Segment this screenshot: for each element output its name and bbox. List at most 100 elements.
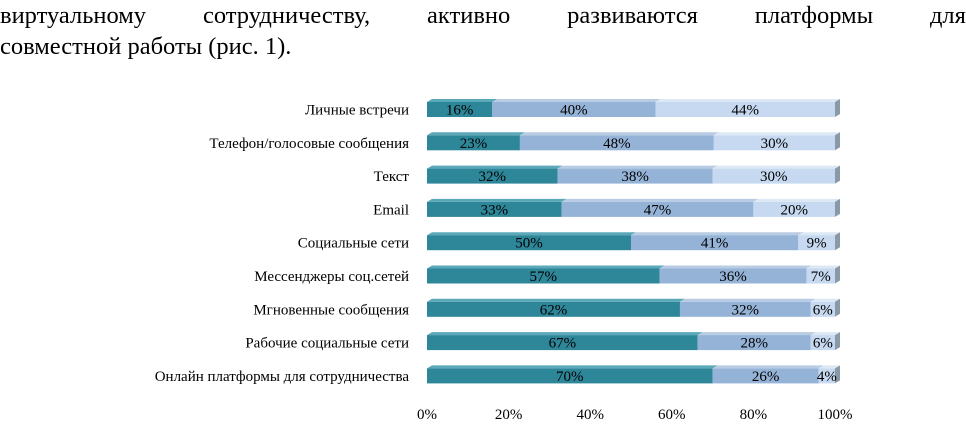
bar-segment (679, 301, 811, 317)
bar-segment-top (427, 132, 525, 136)
data-label: 28% (740, 336, 768, 352)
bar-segment (427, 335, 698, 351)
bar-segment (631, 235, 799, 251)
bar-segment (697, 335, 811, 351)
bar-segment (519, 135, 714, 151)
data-label: 50% (515, 236, 543, 252)
paragraph-line-1: виртуальному сотрудничеству, активно раз… (0, 0, 966, 31)
data-label: 7% (811, 269, 831, 285)
body-paragraph: виртуальному сотрудничеству, активно раз… (0, 0, 966, 62)
bar-segment (561, 201, 754, 217)
data-label: 36% (719, 269, 747, 285)
paragraph-line-2: совместной работы (рис. 1). (0, 33, 292, 60)
category-label: Мессенджеры соц.сетей (254, 269, 409, 285)
paragraph-word: сотрудничеству, (202, 2, 371, 29)
bar-end-face (835, 365, 840, 384)
bar-segment (659, 268, 807, 284)
bar-segment (712, 368, 819, 384)
bar-segment-top (631, 232, 804, 236)
data-label: 33% (481, 202, 509, 218)
bar-segment (427, 201, 562, 217)
bar-segment (806, 268, 835, 284)
bar-segment-top (492, 99, 661, 102)
bar-end-face (835, 265, 840, 284)
x-tick-label: 0% (417, 407, 437, 423)
x-tick-label: 80% (740, 407, 768, 423)
data-label: 30% (761, 136, 789, 152)
bar-end-face (835, 165, 840, 184)
x-tick-label: 20% (495, 407, 523, 423)
bar-end-face (835, 99, 840, 117)
bar-segment-top (818, 365, 840, 369)
bar-segment-top (712, 365, 824, 369)
data-label: 9% (807, 236, 827, 252)
data-label: 44% (731, 103, 759, 119)
bar-segment-top (427, 165, 563, 169)
data-label: 62% (540, 302, 568, 318)
bar-segment (427, 368, 713, 384)
bar-end-face (835, 298, 840, 317)
bar-segment-top (427, 198, 567, 202)
data-label: 48% (603, 136, 631, 152)
bar-segment (798, 235, 835, 251)
data-label: 32% (479, 169, 507, 185)
data-label: 20% (780, 202, 808, 218)
bar-segment (655, 102, 835, 117)
data-label: 67% (549, 336, 577, 352)
bar-segment-top (561, 198, 759, 202)
bar-segment-top (679, 298, 816, 302)
bar-segment (427, 168, 558, 184)
category-label: Email (373, 202, 409, 218)
bar-segment-top (810, 298, 840, 302)
category-label: Социальные сети (298, 236, 409, 252)
bar-segment-top (427, 298, 685, 302)
bar-segment (712, 168, 835, 184)
bar-segment-top (712, 165, 840, 169)
chart-bars-group (427, 99, 840, 384)
category-label: Онлайн платформы для сотрудничества (155, 369, 410, 385)
paragraph-word: для (929, 2, 966, 29)
bar-segment-top (655, 99, 840, 102)
bar-segment-top (427, 365, 718, 369)
data-label: 47% (644, 202, 672, 218)
bar-segment-top (810, 332, 840, 336)
bar-segment-top (427, 232, 636, 236)
bar-segment (427, 268, 660, 284)
x-tick-label: 40% (576, 407, 604, 423)
bar-segment (492, 102, 656, 117)
bar-segment-top (427, 332, 703, 336)
data-label: 40% (560, 103, 588, 119)
bar-segment (713, 135, 835, 151)
bar-end-face (835, 198, 840, 217)
category-label: Личные встречи (305, 103, 409, 119)
bar-segment (810, 335, 835, 351)
bar-segment (427, 102, 493, 117)
bar-segment-top (659, 265, 812, 269)
bar-segment (753, 201, 835, 217)
bar-segment (427, 235, 631, 251)
paragraph-word: активно (427, 2, 511, 29)
x-axis-ticks-group: 0% 20% 40% 60% 80% 100% (417, 407, 853, 423)
data-label: 38% (621, 169, 649, 185)
bar-segment-top (557, 165, 718, 169)
bar-segment (810, 301, 835, 317)
paragraph-word: развиваются (567, 2, 698, 29)
bar-segment-top (519, 132, 719, 136)
bar-segment (818, 368, 835, 384)
data-label: 23% (460, 136, 488, 152)
data-label: 4% (817, 369, 837, 385)
bar-end-face (835, 232, 840, 251)
bar-segment-top (427, 99, 498, 102)
data-label: 57% (530, 269, 558, 285)
bar-segment (557, 168, 713, 184)
data-label: 16% (446, 103, 474, 119)
bar-end-face (835, 132, 840, 151)
data-label: 30% (760, 169, 788, 185)
bar-end-face (835, 332, 840, 351)
paragraph-word: платформы (754, 2, 874, 29)
data-label: 6% (813, 302, 833, 318)
x-tick-label: 100% (818, 407, 853, 423)
bar-segment-top (713, 132, 840, 136)
category-label: Рабочие социальные сети (245, 336, 409, 352)
